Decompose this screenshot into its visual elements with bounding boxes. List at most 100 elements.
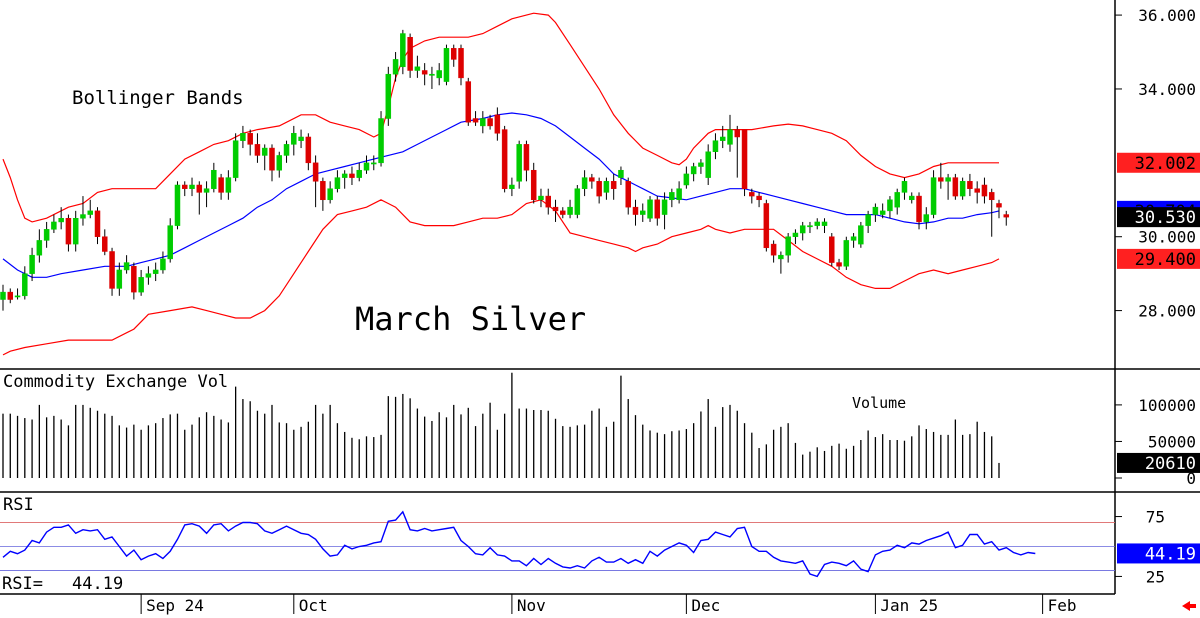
candle bbox=[94, 207, 101, 245]
candle bbox=[509, 177, 515, 197]
candle bbox=[305, 133, 312, 171]
x-tick-label: Nov bbox=[517, 596, 546, 615]
candle bbox=[436, 63, 442, 86]
candle bbox=[858, 221, 864, 248]
candle bbox=[247, 129, 253, 156]
candle bbox=[363, 155, 370, 174]
price-y-ticks: 36.000 34.000 30.000 28.000 bbox=[1115, 6, 1196, 321]
candle bbox=[894, 188, 900, 215]
candle bbox=[727, 114, 733, 152]
candle bbox=[749, 188, 755, 204]
candle bbox=[574, 185, 581, 219]
candle bbox=[167, 218, 173, 263]
rsi-readout-value: 44.19 bbox=[72, 574, 123, 594]
candle bbox=[378, 111, 384, 167]
volume-tick-label: 0 bbox=[1186, 469, 1196, 488]
candle bbox=[371, 155, 377, 171]
candle bbox=[603, 177, 610, 200]
price-tick-label: 34.000 bbox=[1138, 80, 1196, 99]
price-tick-label: 30.000 bbox=[1138, 228, 1196, 247]
candle bbox=[887, 196, 893, 219]
candle bbox=[676, 181, 682, 204]
x-tick-label: Jan 25 bbox=[880, 596, 938, 615]
candle bbox=[996, 199, 1002, 219]
candle bbox=[640, 203, 646, 222]
candle bbox=[683, 166, 690, 189]
x-tick-label: Dec bbox=[691, 596, 720, 615]
volume-panel: Commodity Exchange Vol Volume 100000 5000… bbox=[2, 372, 1200, 488]
candle bbox=[254, 133, 261, 163]
rsi-panel: RSI 75 25 44.19 RSI= 44.19 bbox=[0, 495, 1200, 594]
candle bbox=[690, 162, 697, 182]
candle bbox=[261, 144, 268, 171]
candle bbox=[145, 266, 152, 285]
candle bbox=[589, 173, 595, 189]
volume-panel-title: Commodity Exchange Vol bbox=[3, 372, 228, 392]
candle bbox=[654, 196, 661, 226]
candle bbox=[778, 251, 784, 274]
candle bbox=[160, 251, 166, 274]
scroll-right-arrow-icon[interactable] bbox=[1182, 601, 1196, 611]
candle bbox=[203, 181, 210, 208]
candle bbox=[14, 288, 21, 300]
middle-bollinger-band bbox=[2, 112, 1000, 278]
candle bbox=[843, 236, 850, 270]
rsi-tick-label: 75 bbox=[1146, 508, 1165, 527]
candle bbox=[523, 140, 530, 182]
candle bbox=[22, 266, 28, 300]
candle bbox=[829, 233, 835, 267]
candle bbox=[560, 207, 566, 219]
candle bbox=[80, 196, 86, 226]
candle bbox=[349, 166, 355, 185]
candle bbox=[610, 173, 617, 200]
bollinger-bands-label: Bollinger Bands bbox=[72, 87, 244, 109]
lower-band-value-label: 29.400 bbox=[1117, 248, 1200, 270]
chart-title: March Silver bbox=[355, 300, 586, 338]
candle bbox=[312, 155, 319, 208]
candle bbox=[472, 111, 479, 126]
candle bbox=[109, 247, 115, 296]
x-tick-label: Sep 24 bbox=[146, 596, 204, 615]
candle bbox=[51, 214, 57, 234]
candle bbox=[232, 133, 239, 182]
candle bbox=[480, 111, 486, 134]
candle bbox=[792, 229, 799, 245]
candle bbox=[225, 170, 232, 200]
candle bbox=[501, 125, 508, 193]
candle bbox=[320, 177, 326, 211]
candle bbox=[981, 177, 988, 204]
volume-tick-label: 100000 bbox=[1138, 396, 1196, 415]
candle bbox=[618, 166, 624, 185]
candle bbox=[1003, 210, 1010, 226]
candle bbox=[400, 29, 406, 75]
candle bbox=[0, 284, 6, 311]
candle bbox=[807, 221, 813, 234]
candle bbox=[123, 255, 130, 274]
candle bbox=[327, 181, 333, 204]
svg-text:30.530: 30.530 bbox=[1135, 208, 1196, 228]
candle bbox=[988, 188, 995, 237]
svg-text:29.400: 29.400 bbox=[1135, 250, 1196, 270]
candle bbox=[865, 210, 871, 234]
rsi-reference-lines bbox=[0, 522, 1115, 571]
candle bbox=[545, 188, 551, 215]
candle bbox=[487, 114, 493, 130]
rsi-y-ticks: 75 25 bbox=[1115, 508, 1165, 586]
candle bbox=[174, 181, 181, 230]
candle bbox=[298, 129, 304, 149]
candle bbox=[821, 218, 828, 234]
price-panel: 36.000 34.000 30.000 28.000 Bollinger Bands… bbox=[0, 6, 1200, 356]
x-tick-label: Feb bbox=[1048, 596, 1077, 615]
candle bbox=[930, 170, 937, 219]
candle bbox=[901, 177, 908, 200]
candle bbox=[87, 199, 93, 219]
candle bbox=[785, 233, 791, 263]
candle bbox=[734, 125, 741, 178]
rsi-panel-title: RSI bbox=[3, 495, 34, 515]
candle bbox=[356, 162, 362, 182]
upper-bollinger-band bbox=[2, 12, 999, 223]
svg-text:20610: 20610 bbox=[1145, 454, 1196, 474]
